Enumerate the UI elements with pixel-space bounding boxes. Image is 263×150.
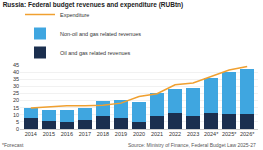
svg-text:2021: 2021 [151, 131, 163, 137]
svg-text:2025*: 2025* [222, 131, 237, 137]
svg-text:Russia: Federal budget revenue: Russia: Federal budget revenues and expe… [3, 1, 184, 9]
svg-text:0: 0 [16, 126, 19, 132]
svg-text:2018: 2018 [97, 131, 109, 137]
svg-text:20: 20 [13, 97, 19, 103]
svg-text:45: 45 [13, 62, 19, 68]
svg-text:*Forecast: *Forecast [2, 142, 24, 148]
svg-text:25: 25 [13, 90, 19, 96]
svg-text:2026*: 2026* [240, 131, 255, 137]
svg-text:Non-oil and gas related revenu: Non-oil and gas related revenues [60, 31, 141, 37]
svg-text:30: 30 [13, 83, 19, 89]
svg-text:Oil and gas related revenues: Oil and gas related revenues [60, 50, 131, 56]
svg-text:10: 10 [13, 112, 19, 118]
svg-text:2024*: 2024* [204, 131, 219, 137]
svg-text:35: 35 [13, 76, 19, 82]
svg-text:2020: 2020 [133, 131, 145, 137]
svg-text:2023: 2023 [187, 131, 199, 137]
svg-text:2016: 2016 [61, 131, 73, 137]
svg-text:2014: 2014 [25, 131, 37, 137]
svg-text:Expenditure: Expenditure [60, 12, 89, 18]
svg-text:2015: 2015 [43, 131, 55, 137]
svg-text:2019: 2019 [115, 131, 127, 137]
svg-text:2022: 2022 [169, 131, 181, 137]
svg-text:5: 5 [16, 119, 19, 125]
svg-text:2017: 2017 [79, 131, 91, 137]
svg-text:40: 40 [13, 69, 19, 75]
svg-text:Source: Ministry of Finance, F: Source: Ministry of Finance, Federal Bud… [128, 142, 256, 148]
svg-text:15: 15 [13, 105, 19, 111]
